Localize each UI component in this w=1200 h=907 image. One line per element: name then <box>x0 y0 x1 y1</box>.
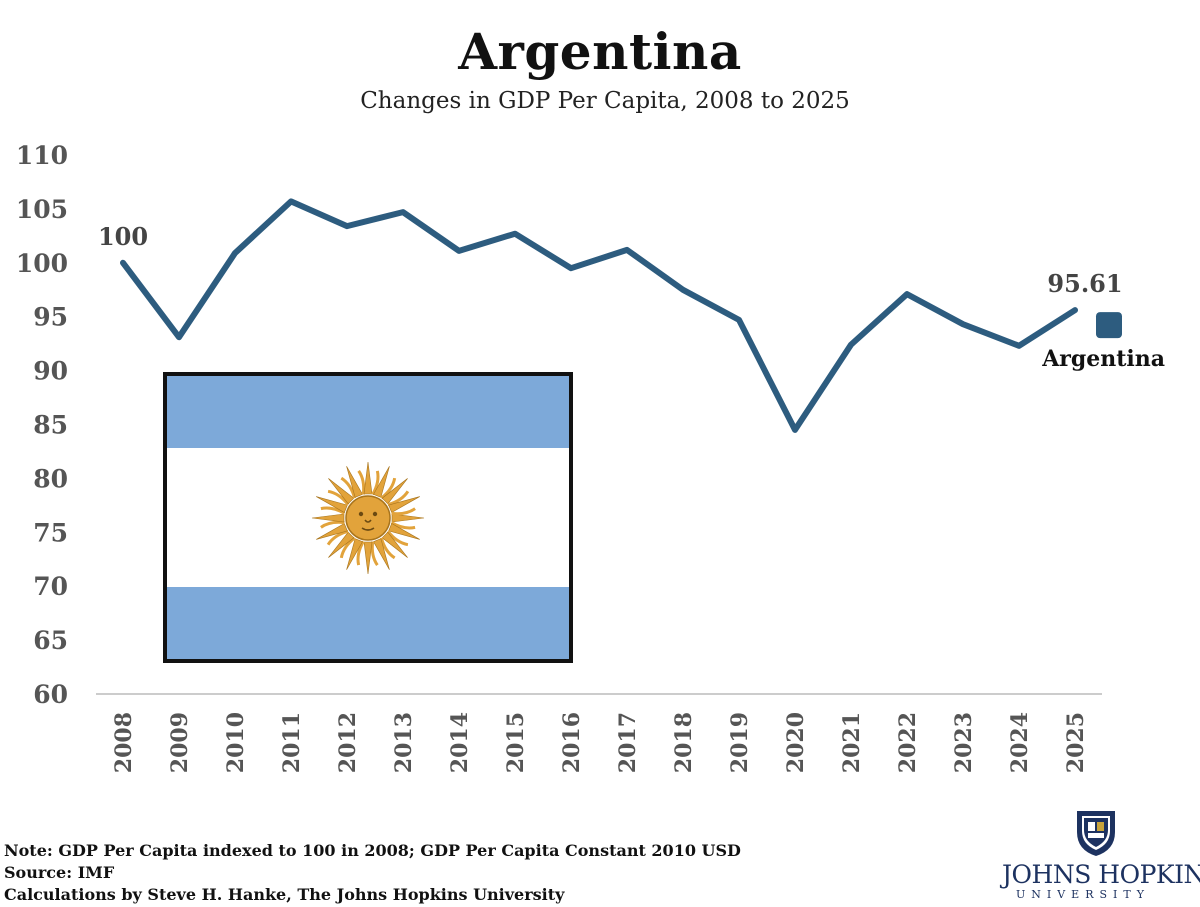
sun-of-may-icon <box>311 461 425 575</box>
y-tick-label: 105 <box>16 195 68 224</box>
credit-line: Calculations by Steve H. Hanke, The John… <box>4 885 565 904</box>
y-tick-label: 110 <box>16 141 68 170</box>
y-tick-label: 85 <box>33 411 68 440</box>
jhu-university: UNIVERSITY <box>1016 888 1150 901</box>
jhu-name: JOHNS HOPKINS <box>1002 860 1200 889</box>
chart-title: Argentina <box>458 22 742 81</box>
y-tick-label: 70 <box>33 572 68 601</box>
y-tick-label: 65 <box>33 626 68 655</box>
x-tick-label: 2019 <box>727 712 753 773</box>
source-line: Source: IMF <box>4 863 115 882</box>
x-tick-label: 2011 <box>279 712 305 773</box>
x-tick-label: 2024 <box>1007 712 1033 773</box>
x-tick-label: 2020 <box>783 712 809 773</box>
flag-bottom-stripe <box>167 587 569 659</box>
note-line: Note: GDP Per Capita indexed to 100 in 2… <box>4 841 741 860</box>
x-tick-label: 2014 <box>447 712 473 773</box>
data-label: 100 <box>98 222 148 251</box>
notes: Note: GDP Per Capita indexed to 100 in 2… <box>4 840 741 906</box>
y-tick-label: 60 <box>33 680 68 709</box>
x-tick-label: 2022 <box>895 712 921 773</box>
data-labels: 100 95.61 <box>98 222 1123 298</box>
x-tick-label: 2012 <box>335 712 361 773</box>
chart-subtitle: Changes in GDP Per Capita, 2008 to 2025 <box>360 88 850 114</box>
series-argentina <box>120 198 1078 433</box>
y-tick-label: 80 <box>33 464 68 493</box>
y-axis: 60 65 70 75 80 85 90 95 100 105 110 <box>16 141 68 709</box>
y-tick-label: 95 <box>33 303 68 332</box>
x-tick-label: 2023 <box>951 712 977 773</box>
legend-label: Argentina <box>1041 346 1165 372</box>
x-tick-label: 2017 <box>615 712 641 773</box>
y-tick-label: 90 <box>33 357 68 386</box>
x-tick-label: 2025 <box>1063 712 1089 773</box>
legend: Argentina <box>1041 312 1165 372</box>
x-axis: 2008 2009 2010 2011 2012 2013 2014 2015 2016 2017… <box>111 712 1089 773</box>
argentina-flag-icon <box>163 372 573 663</box>
jhu-logo: JOHNS HOPKINS UNIVERSITY <box>990 808 1200 903</box>
x-tick-label: 2010 <box>223 712 249 773</box>
x-tick-label: 2016 <box>559 712 585 773</box>
y-tick-label: 100 <box>16 249 68 278</box>
series-line <box>120 198 1078 433</box>
flag-top-stripe <box>167 376 569 448</box>
x-tick-label: 2021 <box>839 712 865 773</box>
data-label: 95.61 <box>1047 269 1122 298</box>
x-tick-label: 2018 <box>671 712 697 773</box>
x-tick-label: 2008 <box>111 712 137 773</box>
x-tick-label: 2009 <box>167 712 193 773</box>
x-tick-label: 2013 <box>391 712 417 773</box>
y-tick-label: 75 <box>33 518 68 547</box>
legend-swatch <box>1096 312 1122 339</box>
x-tick-label: 2015 <box>503 712 529 773</box>
jhu-shield-icon <box>1077 811 1115 856</box>
